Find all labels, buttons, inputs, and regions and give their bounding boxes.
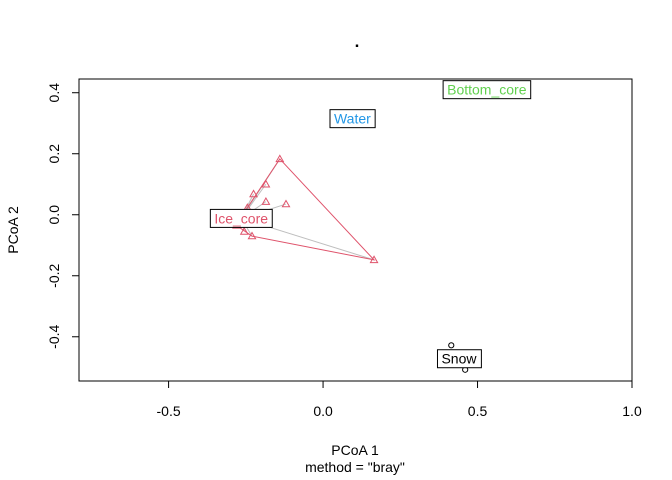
x-tick-label: 1.0	[622, 403, 642, 419]
x-axis-label: PCoA 1	[331, 442, 379, 458]
label-box	[209, 208, 273, 228]
label-text: Ice_core	[214, 210, 268, 226]
y-tick-label: 0.0	[46, 205, 62, 225]
label-text: Snow	[441, 351, 477, 367]
y-tick-label: 0.4	[46, 83, 62, 103]
data-point	[448, 342, 455, 349]
group-label-snow: Snow	[436, 349, 482, 369]
label-box	[329, 109, 376, 129]
y-axis: -0.4 -0.2 0.0 0.2 0.4	[46, 83, 80, 349]
data-point	[261, 197, 271, 205]
y-tick-label: -0.2	[46, 263, 62, 287]
label-box	[442, 80, 532, 100]
group-label-water: Water	[329, 109, 376, 129]
x-tick-label: 0.0	[313, 403, 333, 419]
y-tick-label: 0.2	[46, 144, 62, 164]
x-tick-label: 0.5	[468, 403, 488, 419]
group-hulls	[235, 158, 376, 261]
label-text: Bottom_core	[447, 82, 527, 98]
data-points	[232, 154, 469, 373]
label-box	[436, 349, 482, 369]
label-text: Water	[334, 111, 371, 127]
x-axis-sublabel: method = "bray"	[305, 459, 405, 475]
group-labels: Ice_core Water Bottom_core Snow	[209, 80, 532, 369]
data-point	[247, 231, 257, 240]
data-point	[281, 199, 291, 208]
data-point	[261, 179, 271, 188]
group-label-bottom_core: Bottom_core	[442, 80, 532, 100]
group-label-ice_core: Ice_core	[209, 208, 273, 228]
chart-title: .	[355, 32, 360, 51]
data-point	[249, 189, 259, 198]
y-axis-label: PCoA 2	[5, 206, 21, 254]
hull-ice_core	[235, 158, 376, 261]
data-point	[239, 226, 249, 235]
data-point	[275, 154, 285, 163]
data-point	[369, 255, 379, 264]
x-tick-label: -0.5	[157, 403, 181, 419]
x-axis: -0.5 0.0 0.5 1.0	[157, 380, 642, 419]
y-tick-label: -0.4	[46, 324, 62, 348]
